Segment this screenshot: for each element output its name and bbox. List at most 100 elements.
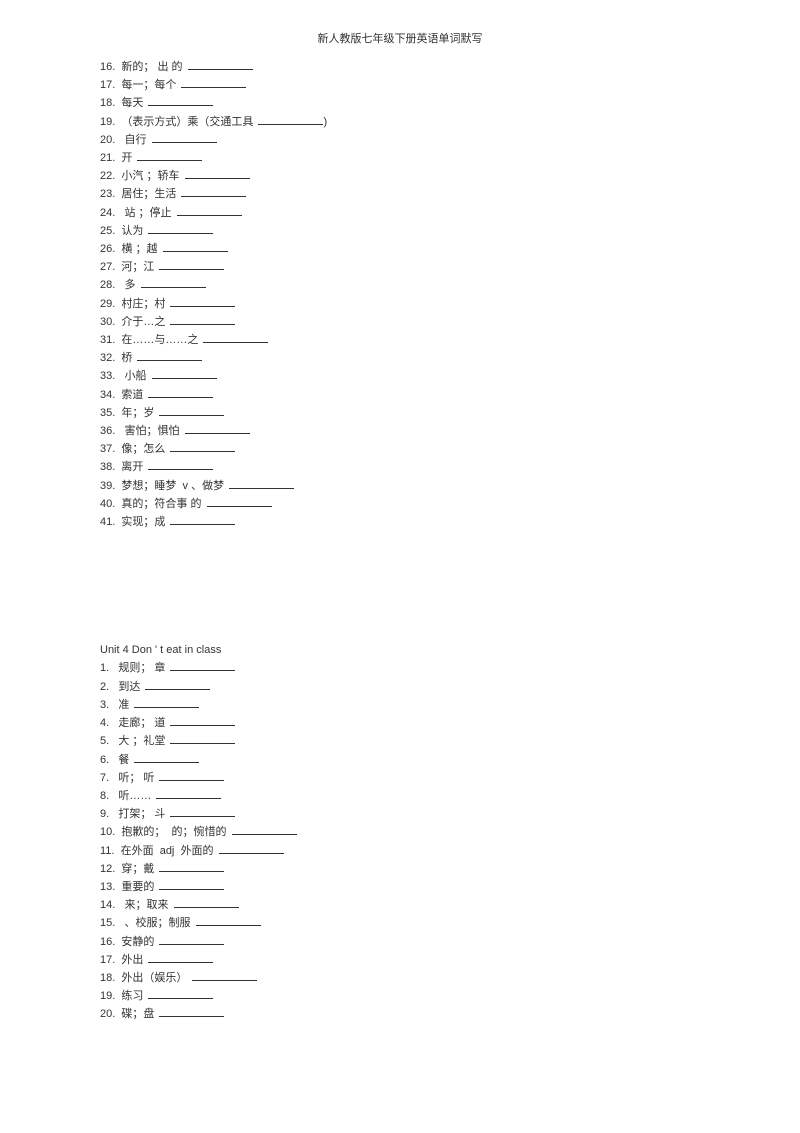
answer-blank[interactable] <box>141 276 206 288</box>
item-text: 索道 <box>121 389 146 401</box>
answer-blank[interactable] <box>148 222 213 234</box>
answer-blank[interactable] <box>196 914 261 926</box>
worksheet-item: 4. 走廊； 道 <box>100 714 700 732</box>
worksheet-item: 11. 在外面 adj 外面的 <box>100 842 700 860</box>
worksheet-item: 41. 实现；成 <box>100 513 700 531</box>
item-number: 34. <box>100 389 121 401</box>
item-text: 到达 <box>112 681 143 693</box>
answer-blank[interactable] <box>170 513 235 525</box>
answer-blank[interactable] <box>159 769 224 781</box>
worksheet-item: 16. 安静的 <box>100 933 700 951</box>
answer-blank[interactable] <box>159 860 224 872</box>
item-number: 15. <box>100 917 118 929</box>
item-number: 2. <box>100 681 112 693</box>
answer-blank[interactable] <box>156 787 221 799</box>
answer-blank[interactable] <box>159 258 224 270</box>
item-text: 自行 <box>121 134 149 146</box>
answer-blank[interactable] <box>219 842 284 854</box>
answer-blank[interactable] <box>148 94 213 106</box>
answer-blank[interactable] <box>229 477 294 489</box>
answer-blank[interactable] <box>159 933 224 945</box>
worksheet-item: 19. 练习 <box>100 987 700 1005</box>
item-number: 21. <box>100 152 121 164</box>
answer-blank[interactable] <box>192 969 257 981</box>
answer-blank[interactable] <box>170 732 235 744</box>
item-number: 26. <box>100 243 121 255</box>
item-text: 碟；盘 <box>118 1008 157 1020</box>
answer-blank[interactable] <box>159 878 224 890</box>
worksheet-item: 9. 打架； 斗 <box>100 805 700 823</box>
answer-blank[interactable] <box>185 167 250 179</box>
answer-blank[interactable] <box>137 349 202 361</box>
item-number: 39. <box>100 480 121 492</box>
answer-blank[interactable] <box>185 422 250 434</box>
answer-blank[interactable] <box>232 823 297 835</box>
answer-blank[interactable] <box>152 367 217 379</box>
answer-blank[interactable] <box>148 458 213 470</box>
item-number: 1. <box>100 662 112 674</box>
answer-blank[interactable] <box>152 131 217 143</box>
answer-blank[interactable] <box>159 1005 224 1017</box>
answer-blank[interactable] <box>148 951 213 963</box>
answer-blank[interactable] <box>203 331 268 343</box>
worksheet-item: 20. 碟；盘 <box>100 1005 700 1023</box>
item-text: 横 ；越 <box>121 243 160 255</box>
answer-blank[interactable] <box>170 313 235 325</box>
worksheet-item: 37. 像；怎么 <box>100 440 700 458</box>
worksheet-item: 15. 、校服；制服 <box>100 914 700 932</box>
item-text: 小船 <box>121 370 149 382</box>
item-number: 38. <box>100 461 121 473</box>
answer-blank[interactable] <box>148 386 213 398</box>
answer-blank[interactable] <box>174 896 239 908</box>
answer-blank[interactable] <box>177 204 242 216</box>
item-text: 穿；戴 <box>118 863 157 875</box>
worksheet-item: 26. 横 ；越 <box>100 240 700 258</box>
answer-blank[interactable] <box>170 714 235 726</box>
item-text: 新的； 出 的 <box>121 61 185 73</box>
answer-blank[interactable] <box>170 659 235 671</box>
answer-blank[interactable] <box>163 240 228 252</box>
worksheet-item: 2. 到达 <box>100 678 700 696</box>
item-text: （表示方式）乘（交通工具 <box>121 116 256 128</box>
item-number: 6. <box>100 754 112 766</box>
worksheet-item: 21. 开 <box>100 149 700 167</box>
answer-blank[interactable] <box>145 678 210 690</box>
item-text: 开 <box>121 152 135 164</box>
item-number: 40. <box>100 498 121 510</box>
answer-blank[interactable] <box>137 149 202 161</box>
item-text: 准 <box>112 699 132 711</box>
answer-blank[interactable] <box>134 696 199 708</box>
item-text: 规则； 章 <box>112 662 168 674</box>
item-number: 10. <box>100 826 118 838</box>
item-number: 22. <box>100 170 121 182</box>
worksheet-item: 33. 小船 <box>100 367 700 385</box>
answer-blank[interactable] <box>170 440 235 452</box>
answer-blank[interactable] <box>207 495 272 507</box>
item-text: 实现；成 <box>121 516 168 528</box>
item-text: 来；取来 <box>118 899 171 911</box>
section2-list: 1. 规则； 章 2. 到达 3. 准 4. 走廊； 道 5. 大 ；礼堂 6.… <box>100 659 700 1023</box>
answer-blank[interactable] <box>159 404 224 416</box>
item-text: 抱歉的； 的；惋惜的 <box>118 826 229 838</box>
item-number: 14. <box>100 899 118 911</box>
worksheet-item: 38. 离开 <box>100 458 700 476</box>
answer-blank[interactable] <box>188 58 253 70</box>
worksheet-item: 35. 年；岁 <box>100 404 700 422</box>
item-text: 走廊； 道 <box>112 717 168 729</box>
item-number: 9. <box>100 808 112 820</box>
item-number: 30. <box>100 316 121 328</box>
worksheet-item: 19. （表示方式）乘（交通工具 ) <box>100 113 700 131</box>
answer-blank[interactable] <box>170 805 235 817</box>
answer-blank[interactable] <box>170 295 235 307</box>
answer-blank[interactable] <box>181 185 246 197</box>
answer-blank[interactable] <box>258 113 323 125</box>
answer-blank[interactable] <box>148 987 213 999</box>
answer-blank[interactable] <box>134 751 199 763</box>
answer-blank[interactable] <box>181 76 246 88</box>
item-text: 外出 <box>118 954 146 966</box>
item-number: 36. <box>100 425 121 437</box>
worksheet-item: 10. 抱歉的； 的；惋惜的 <box>100 823 700 841</box>
item-text: 在外面 adj 外面的 <box>118 845 217 857</box>
item-number: 4. <box>100 717 112 729</box>
worksheet-item: 7. 听； 听 <box>100 769 700 787</box>
